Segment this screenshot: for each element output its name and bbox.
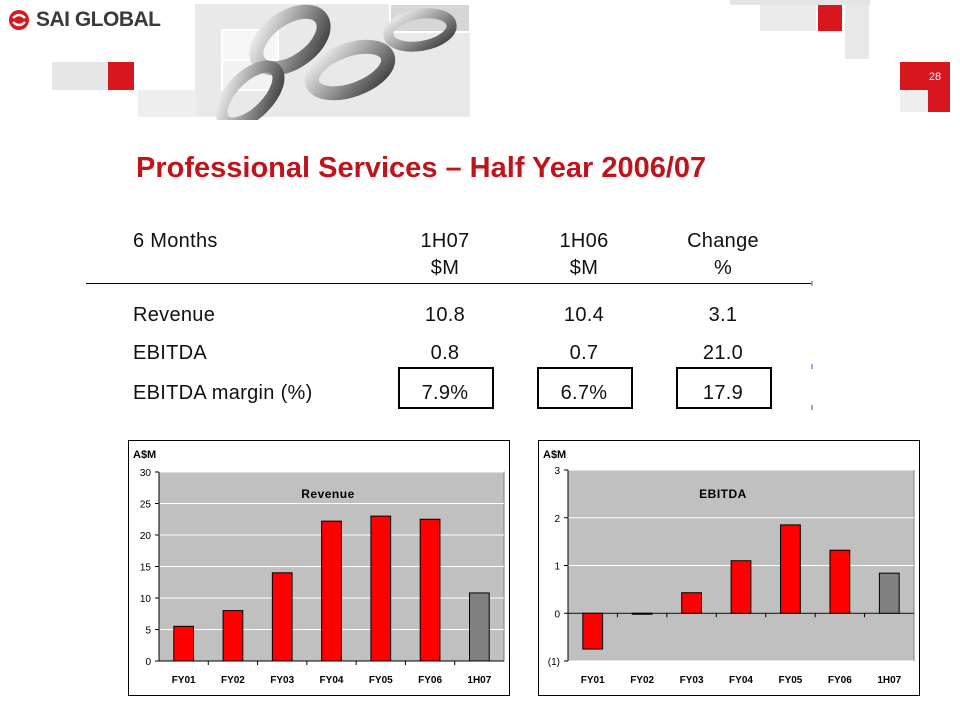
ebitda-bar-fy02: [631, 612, 653, 615]
row-label-ebitda: EBITDA: [133, 342, 208, 364]
edge-marker: [811, 364, 813, 369]
brand-name: SAI GLOBAL: [36, 8, 161, 31]
ebitda-chart-svg: (1) 0 1 2 3 FY01 FY02 FY03 FY04 FY05 FY06 1H07 A$M EB…: [538, 440, 920, 696]
row-label-ebitda-margin: EBITDA margin (%): [133, 382, 313, 404]
cell-ebitda-1h06: 0.7: [569, 342, 599, 364]
cell-margin-change: 17.9: [702, 382, 744, 404]
revenue-y-tick-label: 5: [145, 626, 151, 637]
cell-revenue-1h07: 10.8: [424, 304, 466, 326]
revenue-y-axis-label: A$M: [133, 449, 156, 461]
row-label-revenue: Revenue: [133, 304, 216, 326]
cell-revenue-1h06: 10.4: [563, 304, 605, 326]
ebitda-y-tick-label: 2: [554, 514, 560, 525]
revenue-y-tick-label: 25: [140, 500, 152, 511]
revenue-bar-fy01: [173, 625, 194, 662]
cell-margin-1h07: 7.9%: [421, 382, 469, 404]
ebitda-bar-fy06: [829, 549, 851, 614]
revenue-x-tick-label: FY01: [172, 675, 196, 686]
ebitda-bar-fy03: [681, 592, 702, 614]
table-header-1h06: 1H06: [559, 230, 609, 252]
table-header-label: 6 Months: [133, 230, 218, 252]
revenue-bar-fy04: [321, 520, 342, 662]
revenue-y-tick-label: 20: [140, 531, 152, 542]
ebitda-x-tick-label: FY03: [680, 675, 704, 686]
slide-title: Professional Services – Half Year 2006/0…: [136, 152, 707, 184]
highlight-box-1h06: [537, 367, 633, 409]
brand-logo: SAI GLOBAL: [8, 6, 161, 34]
revenue-x-tick-label: FY05: [369, 675, 393, 686]
table-header-change: Change: [687, 230, 759, 252]
page-number: 28: [928, 71, 942, 83]
cell-margin-1h06: 6.7%: [560, 382, 608, 404]
ebitda-x-tick-label: FY06: [828, 675, 852, 686]
chain-graphic: [215, 4, 457, 120]
sai-logo-icon: [9, 10, 29, 30]
revenue-x-tick-label: FY04: [320, 675, 344, 686]
ebitda-bar-fy01: [582, 612, 604, 650]
ebitda-x-tick-label: 1H07: [877, 675, 901, 686]
revenue-x-tick-label: FY06: [418, 675, 442, 686]
revenue-x-tick-label: FY03: [270, 675, 294, 686]
revenue-y-tick-label: 0: [145, 657, 151, 668]
highlight-box-1h07: [398, 367, 494, 409]
revenue-y-tick-label: 15: [140, 563, 152, 574]
revenue-chart-svg: 0 5 10 15 20 25 30 FY01 FY02 FY03 FY04 FY05 FY06 1H07…: [128, 440, 510, 696]
revenue-bar-fy06: [419, 518, 441, 662]
ebitda-bar-fy04: [730, 560, 752, 614]
ebitda-y-tick-label: 1: [554, 562, 560, 573]
ebitda-bar-1h07: [878, 572, 900, 614]
highlight-box-change: [676, 367, 772, 409]
ebitda-y-axis-label: A$M: [543, 449, 566, 461]
table-header-1h06-unit: $M: [569, 257, 599, 279]
ebitda-x-tick-label: FY05: [778, 675, 802, 686]
revenue-bar-fy03: [271, 572, 293, 662]
ebitda-x-tick-label: FY04: [729, 675, 753, 686]
table-divider: [86, 283, 812, 284]
ebitda-y-tick-label: 3: [554, 466, 560, 477]
revenue-bar-1h07: [469, 592, 490, 662]
table-header-1h07-unit: $M: [430, 257, 460, 279]
revenue-y-tick-label: 10: [140, 594, 152, 605]
cell-ebitda-1h07: 0.8: [430, 342, 460, 364]
edge-marker: [811, 405, 813, 410]
revenue-bar-fy02: [222, 610, 244, 662]
table-header-1h07: 1H07: [420, 230, 470, 252]
ebitda-y-tick-label: (1): [548, 657, 560, 668]
ebitda-x-tick-label: FY01: [581, 675, 605, 686]
revenue-x-tick-label: 1H07: [467, 675, 491, 686]
ebitda-x-tick-label: FY02: [630, 675, 654, 686]
ebitda-chart: (1) 0 1 2 3 FY01 FY02 FY03 FY04 FY05 FY06 1H07 A$M EB…: [538, 440, 920, 696]
edge-marker: [811, 281, 813, 286]
revenue-bar-fy05: [370, 515, 392, 662]
revenue-chart-title: Revenue: [301, 487, 355, 501]
revenue-y-tick-label: 30: [140, 468, 152, 479]
header-banner: [52, 0, 950, 120]
cell-revenue-change: 3.1: [708, 304, 738, 326]
revenue-x-tick-label: FY02: [221, 675, 245, 686]
ebitda-y-tick-label: 0: [554, 609, 560, 620]
cell-ebitda-change: 21.0: [702, 342, 744, 364]
table-header-change-unit: %: [713, 257, 733, 279]
ebitda-chart-title: EBITDA: [699, 487, 747, 501]
revenue-chart: 0 5 10 15 20 25 30 FY01 FY02 FY03 FY04 FY05 FY06 1H07…: [128, 440, 510, 696]
ebitda-bar-fy05: [780, 524, 801, 614]
